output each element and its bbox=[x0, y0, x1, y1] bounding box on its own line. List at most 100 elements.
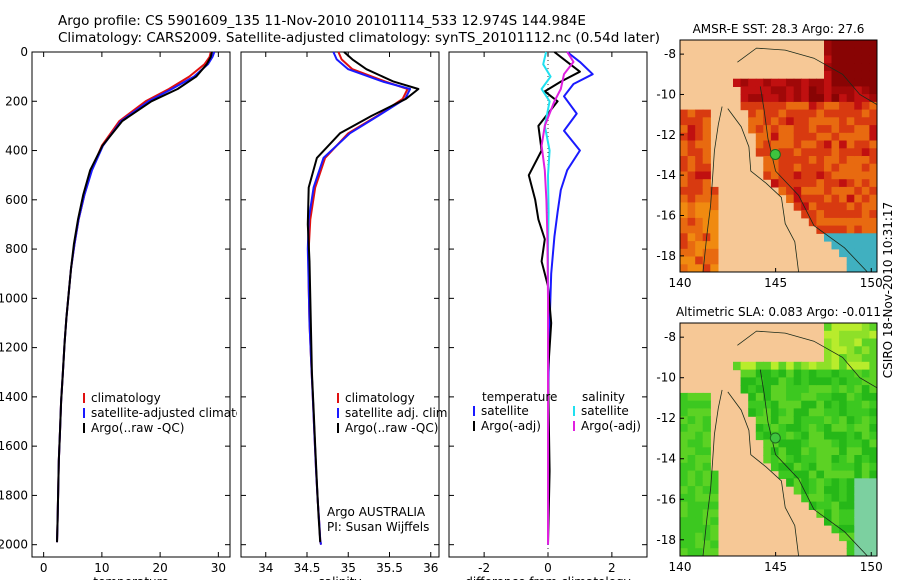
data-cell bbox=[763, 392, 772, 402]
data-cell bbox=[801, 377, 810, 386]
data-cell bbox=[808, 439, 817, 448]
data-cell bbox=[861, 248, 870, 258]
data-cell bbox=[846, 117, 855, 126]
data-cell bbox=[801, 194, 810, 203]
data-cell bbox=[748, 377, 757, 386]
data-cell bbox=[869, 509, 877, 518]
data-cell bbox=[839, 202, 848, 211]
data-cell bbox=[831, 392, 840, 402]
data-cell bbox=[861, 439, 870, 448]
data-cell bbox=[854, 125, 863, 134]
data-cell bbox=[695, 447, 704, 456]
data-cell bbox=[839, 210, 848, 219]
data-cell bbox=[839, 47, 848, 56]
data-cell bbox=[869, 256, 877, 265]
x-tick-label: 145 bbox=[764, 560, 787, 574]
data-cell bbox=[793, 478, 802, 487]
data-cell bbox=[695, 194, 704, 203]
y-tick-label: -12 bbox=[656, 128, 676, 142]
data-cell bbox=[801, 462, 810, 472]
data-cell bbox=[808, 217, 817, 227]
data-cell bbox=[854, 462, 863, 472]
data-cell bbox=[763, 109, 772, 118]
data-cell bbox=[680, 532, 689, 542]
data-cell bbox=[824, 439, 833, 448]
data-cell bbox=[839, 486, 848, 495]
data-cell bbox=[824, 117, 833, 126]
data-cell bbox=[854, 455, 863, 464]
data-cell bbox=[778, 94, 787, 103]
data-cell bbox=[770, 455, 780, 464]
data-cell bbox=[801, 431, 810, 441]
data-cell bbox=[808, 179, 817, 188]
data-cell bbox=[710, 486, 719, 495]
data-cell bbox=[778, 78, 787, 87]
data-cell bbox=[861, 400, 870, 410]
data-cell bbox=[702, 256, 711, 265]
data-cell bbox=[846, 470, 855, 479]
data-cell bbox=[710, 225, 719, 234]
data-cell bbox=[839, 462, 848, 472]
data-cell bbox=[846, 179, 855, 188]
data-cell bbox=[801, 408, 810, 417]
data-cell bbox=[702, 400, 711, 410]
data-cell bbox=[687, 256, 696, 265]
data-cell bbox=[710, 194, 719, 203]
x-tick-label: 30 bbox=[211, 561, 226, 575]
data-cell bbox=[816, 361, 825, 371]
data-cell bbox=[839, 392, 848, 402]
data-cell bbox=[869, 241, 877, 250]
x-tick-label: 35 bbox=[341, 561, 356, 575]
data-cell bbox=[801, 400, 810, 410]
data-cell bbox=[839, 55, 848, 64]
data-cell bbox=[831, 431, 840, 441]
data-cell bbox=[869, 447, 877, 456]
data-cell bbox=[869, 532, 877, 542]
data-cell bbox=[763, 369, 772, 378]
data-cell bbox=[854, 210, 863, 219]
data-cell bbox=[786, 377, 795, 386]
data-cell bbox=[786, 385, 795, 394]
data-cell bbox=[793, 194, 802, 203]
data-cell bbox=[824, 338, 833, 347]
data-cell bbox=[831, 330, 840, 340]
data-cell bbox=[687, 470, 696, 479]
data-cell bbox=[801, 493, 810, 503]
data-cell bbox=[846, 55, 855, 64]
data-cell bbox=[695, 470, 704, 479]
data-cell bbox=[846, 486, 855, 495]
data-cell bbox=[702, 264, 711, 272]
data-cell bbox=[808, 202, 817, 211]
data-cell bbox=[861, 392, 870, 402]
plot-sal: 34 34.5 35 35.5 36 salinity climatologysatelli… bbox=[240, 51, 451, 580]
data-cell bbox=[846, 248, 855, 258]
data-cell bbox=[846, 194, 855, 203]
data-cell bbox=[695, 509, 704, 518]
data-cell bbox=[831, 179, 840, 188]
data-cell bbox=[687, 117, 696, 126]
data-cell bbox=[778, 455, 787, 464]
data-cell bbox=[854, 369, 863, 378]
data-cell bbox=[778, 186, 787, 196]
data-cell bbox=[710, 241, 719, 250]
legend-label: satellite bbox=[481, 404, 529, 418]
data-cell bbox=[808, 86, 817, 95]
data-cell bbox=[770, 101, 780, 111]
data-cell bbox=[861, 416, 870, 425]
data-cell bbox=[786, 447, 795, 456]
data-cell bbox=[869, 493, 877, 503]
data-cell bbox=[786, 125, 795, 134]
data-cell bbox=[869, 70, 877, 80]
axes-frame-sal bbox=[240, 51, 440, 558]
data-cell bbox=[854, 338, 863, 347]
data-cell bbox=[831, 338, 840, 347]
data-cell bbox=[687, 462, 696, 472]
data-cell bbox=[733, 361, 742, 371]
data-cell bbox=[687, 408, 696, 417]
data-cell bbox=[824, 408, 833, 417]
depth-contour bbox=[759, 369, 868, 556]
data-cell bbox=[695, 156, 704, 165]
data-cell bbox=[824, 323, 833, 332]
data-cell bbox=[786, 400, 795, 410]
data-cell bbox=[763, 140, 772, 149]
